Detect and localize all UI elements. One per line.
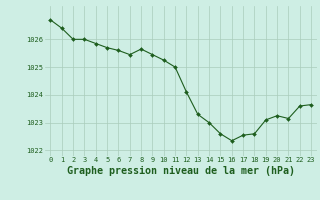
X-axis label: Graphe pression niveau de la mer (hPa): Graphe pression niveau de la mer (hPa) — [67, 166, 295, 176]
